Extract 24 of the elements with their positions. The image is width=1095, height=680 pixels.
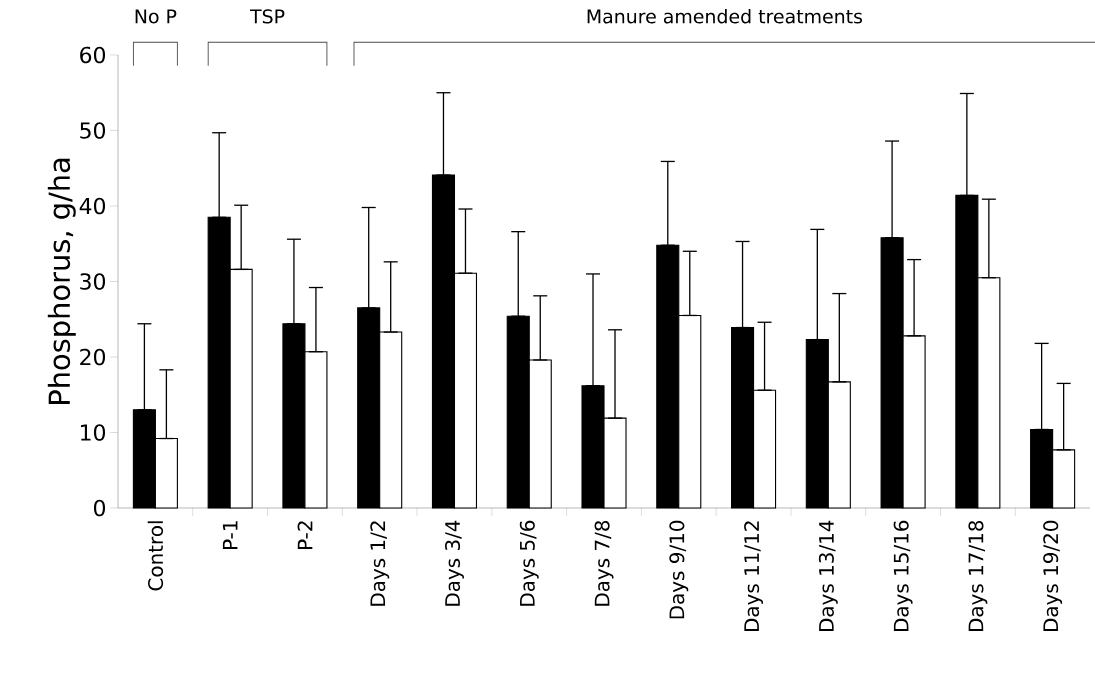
x-tick-label: Days 13/14: [818, 520, 838, 632]
x-tick-label: Days 7/8: [594, 520, 614, 606]
x-tick-label: Days 19/20: [1043, 520, 1063, 632]
y-tick-label: 30: [80, 273, 106, 290]
text: TSP: [249, 9, 285, 24]
x-tick-label: Control: [147, 521, 164, 591]
x-tick-label: Days 15/16: [893, 520, 913, 632]
x-tick-label: Days 5/6: [519, 520, 539, 606]
y-tick-label: 20: [80, 348, 106, 366]
y-tick-label: 60: [80, 46, 106, 64]
y-tick-label: 0: [93, 499, 106, 517]
x-tick-label: Days 11/12: [744, 521, 764, 632]
x-tick-label: Days 9/10: [669, 520, 689, 619]
x-tick-label: Days 3/4: [445, 520, 464, 606]
y-tick-label: 10: [81, 424, 106, 441]
x-tick-label: P-2: [297, 521, 313, 549]
text: Manure amended treatments: [587, 8, 863, 24]
x-tick-label: Days 17/18: [968, 520, 988, 632]
x-tick-label: P-1: [222, 521, 238, 549]
y-axis-title: Phosphorus, g/ha: [47, 158, 76, 404]
x-tick-label: Days 1/2: [370, 521, 390, 606]
text: No P: [135, 9, 177, 24]
y-tick-label: 50: [80, 122, 106, 139]
y-tick-label: 40: [79, 197, 106, 215]
